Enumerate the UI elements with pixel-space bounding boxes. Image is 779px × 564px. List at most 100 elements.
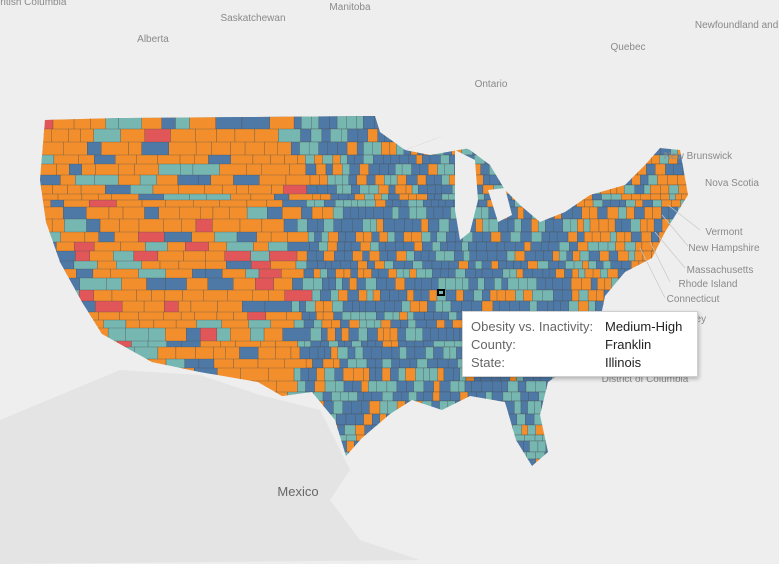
county[interactable]	[38, 277, 60, 297]
county[interactable]	[447, 116, 457, 130]
county[interactable]	[552, 424, 561, 436]
county[interactable]	[422, 327, 431, 342]
county[interactable]	[505, 289, 516, 302]
county[interactable]	[358, 289, 368, 302]
county[interactable]	[395, 241, 405, 252]
county[interactable]	[421, 116, 431, 130]
county[interactable]	[665, 163, 674, 176]
county[interactable]	[442, 206, 451, 220]
county[interactable]	[643, 184, 651, 195]
county[interactable]	[77, 340, 93, 354]
county[interactable]	[630, 289, 639, 302]
county[interactable]	[630, 218, 641, 233]
county[interactable]	[667, 440, 679, 453]
county[interactable]	[645, 400, 657, 415]
county[interactable]	[628, 440, 640, 453]
county[interactable]	[624, 116, 635, 130]
county[interactable]	[382, 340, 392, 348]
county[interactable]	[336, 241, 345, 252]
county[interactable]	[656, 400, 664, 415]
county[interactable]	[591, 231, 601, 243]
county[interactable]	[462, 413, 472, 426]
county[interactable]	[489, 400, 497, 415]
county[interactable]	[553, 451, 565, 460]
county[interactable]	[615, 128, 625, 143]
county[interactable]	[448, 440, 455, 453]
county[interactable]	[690, 164, 701, 175]
county[interactable]	[339, 358, 348, 369]
county[interactable]	[425, 346, 434, 360]
county[interactable]	[440, 413, 448, 426]
county[interactable]	[482, 289, 491, 302]
county[interactable]	[672, 413, 682, 426]
county[interactable]	[484, 154, 492, 165]
county[interactable]	[416, 391, 424, 402]
county[interactable]	[583, 116, 593, 130]
county[interactable]	[513, 260, 522, 270]
county[interactable]	[589, 218, 600, 233]
county[interactable]	[335, 277, 343, 291]
county[interactable]	[685, 391, 693, 402]
county[interactable]	[402, 451, 409, 460]
county[interactable]	[516, 458, 527, 471]
county[interactable]	[367, 128, 378, 143]
county[interactable]	[393, 260, 405, 270]
county[interactable]	[358, 327, 368, 342]
county[interactable]	[564, 193, 574, 201]
county[interactable]	[612, 163, 622, 176]
county[interactable]	[679, 451, 688, 460]
county[interactable]	[357, 128, 368, 143]
county[interactable]	[392, 199, 401, 208]
county[interactable]	[392, 311, 400, 321]
county[interactable]	[327, 231, 339, 243]
county[interactable]	[660, 193, 670, 201]
county[interactable]	[434, 174, 442, 186]
county[interactable]	[527, 400, 535, 415]
county[interactable]	[658, 231, 667, 243]
county[interactable]	[511, 163, 523, 176]
county[interactable]	[637, 400, 647, 415]
county[interactable]	[411, 163, 421, 176]
county[interactable]	[523, 206, 533, 220]
county[interactable]	[532, 163, 544, 176]
county[interactable]	[56, 319, 70, 335]
county[interactable]	[477, 451, 488, 460]
county[interactable]	[421, 231, 431, 243]
county[interactable]	[344, 241, 352, 252]
county[interactable]	[350, 268, 358, 279]
county[interactable]	[352, 250, 363, 262]
county[interactable]	[656, 458, 665, 471]
county[interactable]	[330, 289, 339, 302]
county[interactable]	[469, 440, 478, 453]
county[interactable]	[404, 260, 413, 270]
county[interactable]	[357, 268, 365, 279]
county[interactable]	[446, 231, 456, 243]
county[interactable]	[438, 218, 450, 233]
county[interactable]	[500, 231, 511, 243]
county[interactable]	[406, 174, 418, 186]
county[interactable]	[641, 116, 649, 130]
county[interactable]	[418, 128, 429, 143]
county[interactable]	[475, 434, 483, 442]
county[interactable]	[621, 218, 631, 233]
county[interactable]	[384, 311, 394, 321]
county[interactable]	[564, 451, 574, 460]
county[interactable]	[306, 250, 317, 262]
county[interactable]	[398, 440, 407, 453]
county[interactable]	[653, 277, 665, 291]
county[interactable]	[391, 340, 399, 348]
county[interactable]	[371, 231, 380, 243]
county[interactable]	[438, 434, 448, 442]
county[interactable]	[383, 206, 393, 220]
county[interactable]	[450, 300, 462, 313]
county[interactable]	[365, 434, 377, 442]
county[interactable]	[677, 174, 687, 186]
county[interactable]	[463, 424, 471, 436]
county[interactable]	[669, 241, 677, 252]
county[interactable]	[357, 260, 368, 270]
county[interactable]	[290, 346, 301, 360]
county[interactable]	[452, 458, 463, 471]
county[interactable]	[499, 174, 509, 186]
county[interactable]	[602, 163, 613, 176]
county[interactable]	[305, 358, 313, 369]
